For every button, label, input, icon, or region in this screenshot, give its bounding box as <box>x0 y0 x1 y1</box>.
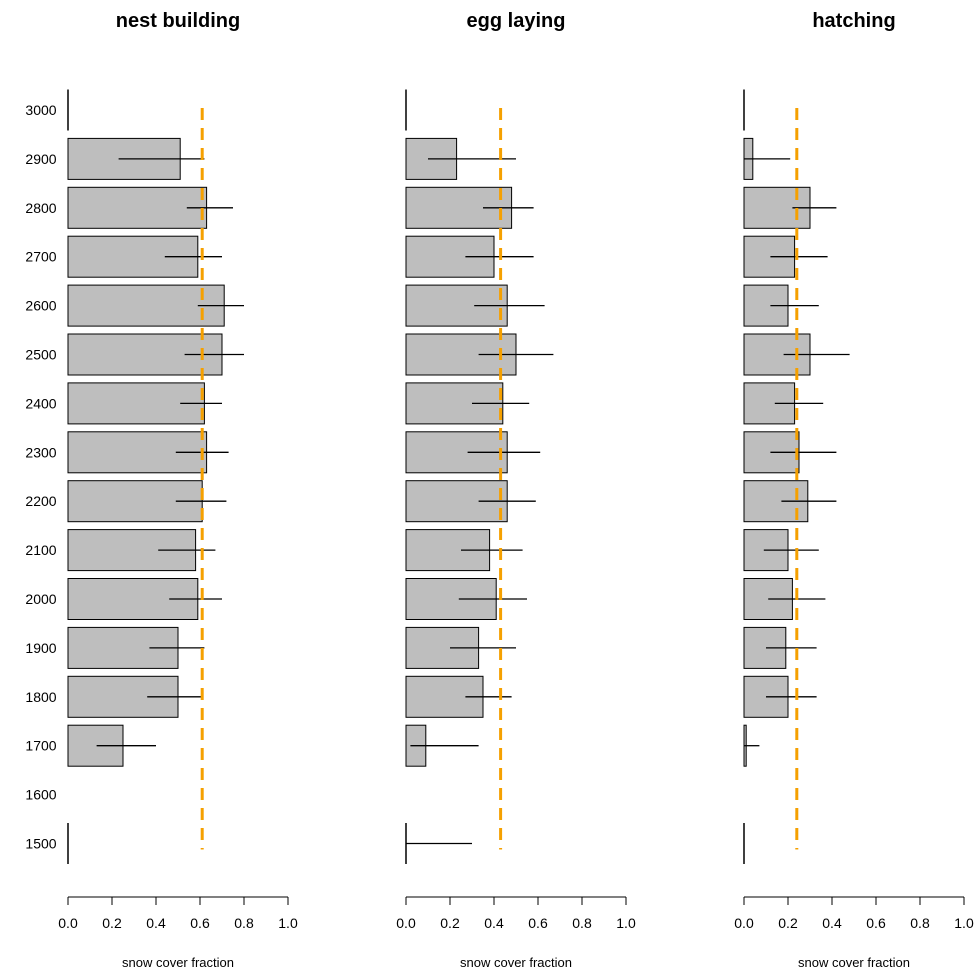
y-tick-label: 1600 <box>25 787 56 803</box>
y-tick-label: 1500 <box>25 836 56 852</box>
y-tick-label: 2000 <box>25 591 56 607</box>
x-tick-label: 0.0 <box>734 915 754 931</box>
y-tick-label: 2300 <box>25 444 56 460</box>
x-tick-label: 0.2 <box>440 915 460 931</box>
x-tick-label: 0.8 <box>234 915 254 931</box>
x-tick-label: 0.0 <box>58 915 78 931</box>
x-axis-label: snow cover fraction <box>798 955 910 970</box>
bar <box>405 529 491 572</box>
x-tick-label: 0.4 <box>484 915 504 931</box>
x-tick-label: 0.0 <box>396 915 416 931</box>
y-tick-label: 2400 <box>25 395 56 411</box>
x-tick-label: 0.2 <box>102 915 122 931</box>
y-tick-label: 1700 <box>25 738 56 754</box>
x-axis-label: snow cover fraction <box>122 955 234 970</box>
x-tick-label: 1.0 <box>954 915 974 931</box>
x-axis-label: snow cover fraction <box>460 955 572 970</box>
y-tick-label: 1900 <box>25 640 56 656</box>
x-tick-label: 0.6 <box>528 915 548 931</box>
y-tick-label: 1800 <box>25 689 56 705</box>
y-tick-label: 3000 <box>25 102 56 118</box>
y-tick-label: 2800 <box>25 200 56 216</box>
panel-title: egg laying <box>467 10 566 32</box>
y-tick-label: 2200 <box>25 493 56 509</box>
x-tick-label: 1.0 <box>616 915 636 931</box>
y-tick-label: 2700 <box>25 249 56 265</box>
x-tick-label: 0.4 <box>822 915 842 931</box>
x-tick-label: 0.2 <box>778 915 798 931</box>
y-tick-label: 2100 <box>25 542 56 558</box>
panel-title: nest building <box>116 10 240 32</box>
y-tick-label: 2600 <box>25 298 56 314</box>
y-tick-label: 2900 <box>25 151 56 167</box>
x-tick-label: 1.0 <box>278 915 298 931</box>
x-tick-label: 0.8 <box>910 915 930 931</box>
x-tick-label: 0.6 <box>866 915 886 931</box>
x-tick-label: 0.6 <box>190 915 210 931</box>
bar <box>67 186 208 229</box>
bar <box>405 578 497 620</box>
panel-title: hatching <box>812 10 895 32</box>
y-tick-label: 2500 <box>25 347 56 363</box>
x-tick-label: 0.8 <box>572 915 592 931</box>
x-tick-label: 0.4 <box>146 915 166 931</box>
